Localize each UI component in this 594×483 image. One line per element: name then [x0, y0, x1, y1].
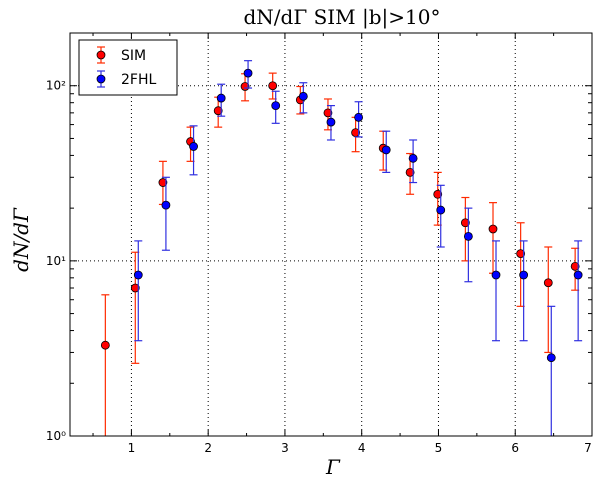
x-axis-title: Γ — [325, 455, 341, 479]
data-point — [408, 153, 418, 163]
axis-ticks: 1 2 3 4 5 6 7 10⁰ 10¹ 10² — [46, 32, 593, 455]
data-point — [326, 117, 336, 127]
data-point — [158, 178, 168, 187]
data-point — [216, 93, 226, 103]
data-point — [543, 278, 553, 288]
legend-label: SIM — [121, 48, 146, 64]
x-tick-label: 6 — [511, 441, 519, 455]
data-point — [381, 145, 391, 155]
grid — [70, 33, 592, 436]
y-tick-label: 10¹ — [46, 254, 66, 268]
y-axis-title: dN/dΓ — [9, 207, 33, 272]
data-point — [100, 340, 110, 350]
x-tick-label: 3 — [281, 441, 289, 455]
data-point — [323, 108, 333, 118]
x-tick-label: 2 — [204, 441, 212, 455]
data-point — [519, 270, 529, 280]
y-tick-label: 10² — [46, 79, 66, 93]
x-tick-label: 7 — [584, 441, 592, 455]
data-point — [161, 200, 171, 210]
data-point — [516, 249, 526, 259]
data-point — [488, 224, 498, 234]
legend-label: 2FHL — [121, 72, 156, 88]
data-point — [405, 167, 415, 177]
legend-marker — [96, 50, 106, 60]
data-point — [133, 270, 143, 280]
y-tick-label: 10⁰ — [46, 429, 66, 443]
legend-box — [78, 39, 178, 96]
data-series — [100, 60, 583, 436]
data-point — [491, 270, 501, 280]
series-2fhl — [133, 60, 583, 436]
data-point — [243, 68, 253, 78]
data-point — [354, 112, 364, 122]
data-point — [460, 218, 470, 228]
data-point — [570, 261, 580, 271]
x-tick-label: 5 — [435, 441, 443, 455]
data-point — [268, 81, 278, 91]
data-point — [298, 91, 308, 101]
data-point — [463, 231, 473, 241]
data-point — [433, 189, 443, 199]
data-point — [573, 270, 583, 280]
data-point — [271, 101, 281, 111]
x-tick-label: 4 — [358, 441, 366, 455]
x-tick-label: 1 — [128, 441, 136, 455]
plot-frame — [69, 32, 593, 437]
chart-title: dN/dΓ SIM |b|>10° — [243, 5, 440, 30]
data-point — [213, 106, 223, 116]
legend-marker — [96, 74, 106, 84]
series-sim — [100, 72, 580, 436]
legend: SIM 2FHL — [78, 39, 178, 96]
data-point — [436, 205, 446, 215]
data-point — [189, 142, 198, 151]
data-point — [130, 283, 140, 293]
data-point — [546, 353, 556, 363]
